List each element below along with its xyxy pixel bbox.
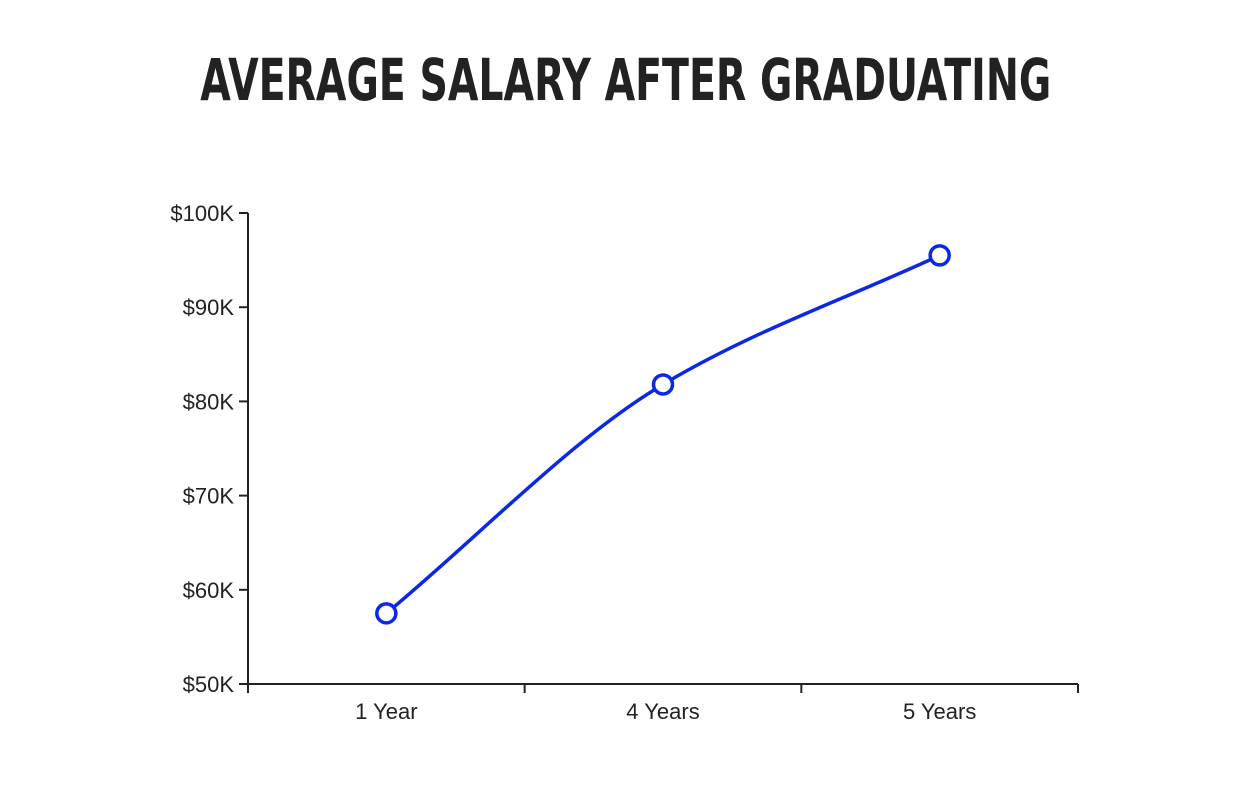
data-point[interactable] [928, 244, 951, 267]
y-axis: $50K $60K $70K $80K $90K $100K [170, 201, 249, 697]
data-point[interactable] [375, 602, 398, 625]
x-tick-label: 4 Years [626, 699, 699, 724]
x-axis: 1 Year 4 Years 5 Years [247, 683, 1079, 724]
data-point[interactable] [651, 373, 675, 396]
chart-title-text: AVERAGE SALARY AFTER GRADUATING [200, 46, 1052, 114]
series-layer [375, 244, 951, 625]
y-tick-label: $60K [183, 578, 235, 603]
series-line [385, 253, 941, 615]
y-tick-label: $50K [183, 672, 235, 697]
chart-title: AVERAGE SALARY AFTER GRADUATING [0, 38, 1236, 122]
y-tick-label: $100K [170, 201, 234, 226]
x-tick-label: 1 Year [355, 699, 417, 724]
y-tick-label: $90K [183, 295, 235, 320]
y-tick-label: $80K [183, 389, 235, 414]
y-tick-label: $70K [183, 484, 235, 509]
x-tick-label: 5 Years [903, 699, 976, 724]
